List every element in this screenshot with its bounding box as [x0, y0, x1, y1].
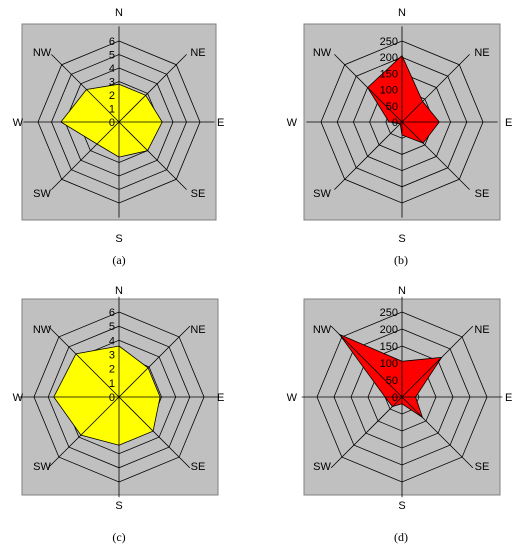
direction-label-e: E: [505, 117, 512, 129]
direction-label-sw: SW: [33, 188, 51, 200]
direction-label-w: W: [287, 117, 298, 129]
tick-label: 150: [380, 68, 398, 80]
direction-label-s: S: [115, 233, 122, 245]
panel-label-b: (b): [394, 253, 408, 267]
direction-label-se: SE: [475, 188, 490, 200]
panel-label-d: (d): [394, 530, 408, 544]
direction-label-nw: NW: [33, 47, 52, 59]
direction-label-s: S: [115, 500, 122, 512]
tick-label: 200: [380, 52, 398, 64]
tick-label: 50: [386, 101, 398, 113]
tick-label: 6: [109, 307, 115, 319]
radar-panel-1: 01 23 45 6 N NE E SE S SW W NW: [13, 7, 225, 245]
direction-label-nw: NW: [313, 324, 332, 336]
spoke: [401, 325, 474, 398]
tick-label: 0: [392, 392, 398, 404]
tick-label: 3: [109, 77, 115, 89]
tick-label: 1: [109, 104, 115, 116]
radar-panel-2: 0 50 100 150 200 250 N NE E SE S SW W NW: [287, 7, 513, 245]
direction-label-ne: NE: [190, 47, 205, 59]
direction-label-ne: NE: [190, 324, 205, 336]
direction-label-ne: NE: [474, 324, 489, 336]
spoke: [334, 121, 403, 190]
direction-label-ne: NE: [474, 47, 489, 59]
spoke: [401, 396, 474, 469]
direction-label-se: SE: [191, 188, 206, 200]
tick-label: 50: [386, 375, 398, 387]
spoke: [118, 325, 191, 398]
spoke: [47, 396, 120, 469]
direction-label-w: W: [287, 392, 298, 404]
direction-label-sw: SW: [313, 461, 331, 473]
direction-label-e: E: [217, 392, 224, 404]
spoke: [118, 396, 191, 469]
direction-label-sw: SW: [33, 461, 51, 473]
direction-label-sw: SW: [313, 188, 331, 200]
panel-label-a: (a): [112, 253, 126, 267]
direction-label-se: SE: [475, 461, 490, 473]
spoke: [118, 54, 187, 123]
direction-label-n: N: [398, 7, 406, 19]
direction-label-e: E: [217, 117, 224, 129]
tick-label: 0: [109, 392, 115, 404]
tick-label: 250: [380, 36, 398, 48]
spoke: [51, 54, 120, 123]
tick-label: 150: [380, 341, 398, 353]
tick-label: 3: [109, 350, 115, 362]
tick-label: 5: [109, 50, 115, 62]
tick-label: 4: [109, 335, 115, 347]
direction-label-n: N: [115, 7, 123, 19]
tick-label: 100: [380, 358, 398, 370]
spoke: [330, 396, 403, 469]
spoke: [51, 121, 120, 190]
direction-label-nw: NW: [313, 47, 332, 59]
direction-label-se: SE: [191, 461, 206, 473]
direction-label-e: E: [505, 392, 512, 404]
tick-label: 0: [392, 117, 398, 129]
tick-label: 1: [109, 378, 115, 390]
direction-label-nw: NW: [33, 324, 52, 336]
spoke: [334, 54, 403, 123]
direction-label-n: N: [115, 285, 123, 297]
direction-label-s: S: [398, 500, 405, 512]
spoke: [401, 54, 470, 123]
direction-label-w: W: [13, 392, 24, 404]
panel-label-c: (c): [112, 530, 126, 544]
direction-label-n: N: [398, 285, 406, 297]
spoke: [47, 325, 120, 398]
spoke: [401, 121, 470, 190]
tick-label: 4: [109, 63, 115, 75]
tick-label: 2: [109, 364, 115, 376]
spoke: [330, 325, 403, 398]
tick-label: 5: [109, 321, 115, 333]
direction-label-s: S: [398, 233, 405, 245]
tick-label: 6: [109, 36, 115, 48]
tick-label: 2: [109, 90, 115, 102]
spoke: [118, 121, 187, 190]
tick-label: 0: [109, 117, 115, 129]
tick-label: 200: [380, 324, 398, 336]
tick-label: 250: [380, 307, 398, 319]
tick-label: 100: [380, 85, 398, 97]
direction-label-w: W: [13, 117, 24, 129]
radar-panel-3: 0 1 2 3 4 5 6N NE E SE S SW W NW: [13, 285, 225, 512]
